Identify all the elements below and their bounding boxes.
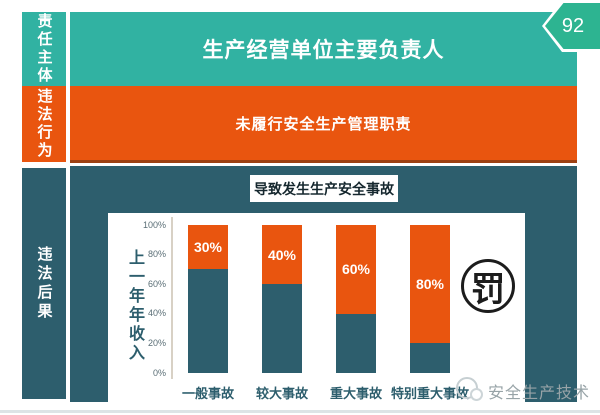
stacked-bar: 60% <box>336 225 376 373</box>
stacked-bar: 40% <box>262 225 302 373</box>
bar-segment-base <box>410 343 450 373</box>
bar-segment-highlight: 80% <box>410 225 450 344</box>
sidebar-item-illegal-consequence: 违法后果 <box>22 168 66 399</box>
violation-band: 未履行安全生产管理职责 <box>70 86 577 163</box>
bar-segment-highlight: 40% <box>262 225 302 285</box>
sidebar-item-label: 违法后果 <box>35 245 53 322</box>
x-category-label: 重大事故 <box>329 386 382 401</box>
sidebar-item-label: 违法行为 <box>35 88 53 160</box>
title-band: 生产经营单位主要负责人 <box>70 12 577 86</box>
bar-segment-base <box>188 269 228 373</box>
y-tick-label: 60% <box>147 278 166 289</box>
bar-segment-base <box>262 284 302 373</box>
violation-text: 未履行安全生产管理职责 <box>235 115 412 133</box>
chart-panel: 上一年年收入 100% 80% 60% 40% 20% 0% 30% 一般事故 40% 较大事故… <box>108 213 525 403</box>
x-category-label: 一般事故 <box>181 386 234 401</box>
watermark-text: 安全生产技术 <box>488 385 591 402</box>
y-tick-label: 0% <box>152 367 166 378</box>
penalty-stamp-icon: 罚 <box>461 259 515 313</box>
bar-segment-highlight: 60% <box>336 225 376 314</box>
consequence-badge: 导致发生生产安全事故 <box>250 175 398 202</box>
stacked-bar: 30% <box>188 225 228 373</box>
sidebar-item-illegal-act: 违法行为 <box>22 86 66 162</box>
x-category-label: 较大事故 <box>255 386 308 401</box>
y-tick-label: 40% <box>147 308 166 319</box>
page-title: 生产经营单位主要负责人 <box>202 39 445 62</box>
bottom-divider <box>0 410 600 413</box>
y-axis-line <box>171 217 173 379</box>
bar-segment-highlight: 30% <box>188 225 228 270</box>
y-tick-label: 20% <box>147 337 166 348</box>
stacked-bar: 80% <box>410 225 450 373</box>
watermark-logo-icon <box>456 377 483 401</box>
bar-segment-base <box>336 313 376 373</box>
sidebar-item-responsibility: 责任主体 <box>22 12 66 86</box>
y-tick-label: 100% <box>142 219 166 230</box>
y-axis-label: 上一年年收入 <box>126 249 143 363</box>
x-category-label: 特别重大事故 <box>390 386 469 401</box>
y-tick-label: 80% <box>147 249 166 260</box>
page-number: 92 <box>561 14 585 37</box>
sidebar-item-label: 责任主体 <box>35 13 53 85</box>
